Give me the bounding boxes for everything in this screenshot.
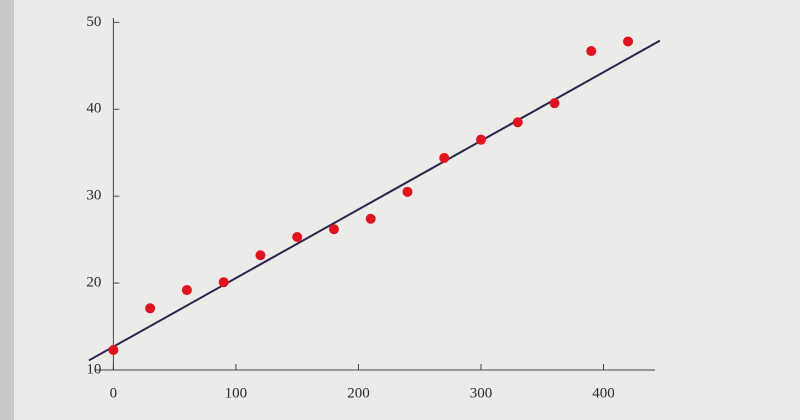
x-tick-label: 200 xyxy=(347,385,370,401)
plot-background xyxy=(14,0,800,420)
point xyxy=(218,277,229,288)
x-tick-label: 0 xyxy=(110,385,118,401)
point xyxy=(255,250,266,261)
frame-edge xyxy=(0,0,14,420)
point xyxy=(145,303,156,314)
point xyxy=(549,98,560,109)
point xyxy=(365,213,376,224)
y-tick-label: 30 xyxy=(86,188,101,204)
point xyxy=(586,46,597,57)
point xyxy=(439,152,450,163)
y-tick-label: 40 xyxy=(86,101,101,117)
y-tick-label: 20 xyxy=(86,275,101,291)
point xyxy=(475,134,486,145)
x-tick-label: 300 xyxy=(470,385,493,401)
point xyxy=(623,36,634,47)
point xyxy=(402,186,413,197)
point xyxy=(108,345,119,356)
point xyxy=(292,232,303,243)
x-tick-label: 100 xyxy=(225,385,248,401)
fit-line xyxy=(88,39,661,362)
point xyxy=(512,117,523,128)
point xyxy=(328,224,339,235)
x-tick-label: 400 xyxy=(592,385,615,401)
y-tick-label: 50 xyxy=(86,14,101,30)
y-tick-label: 10 xyxy=(86,361,101,377)
point xyxy=(181,285,192,296)
